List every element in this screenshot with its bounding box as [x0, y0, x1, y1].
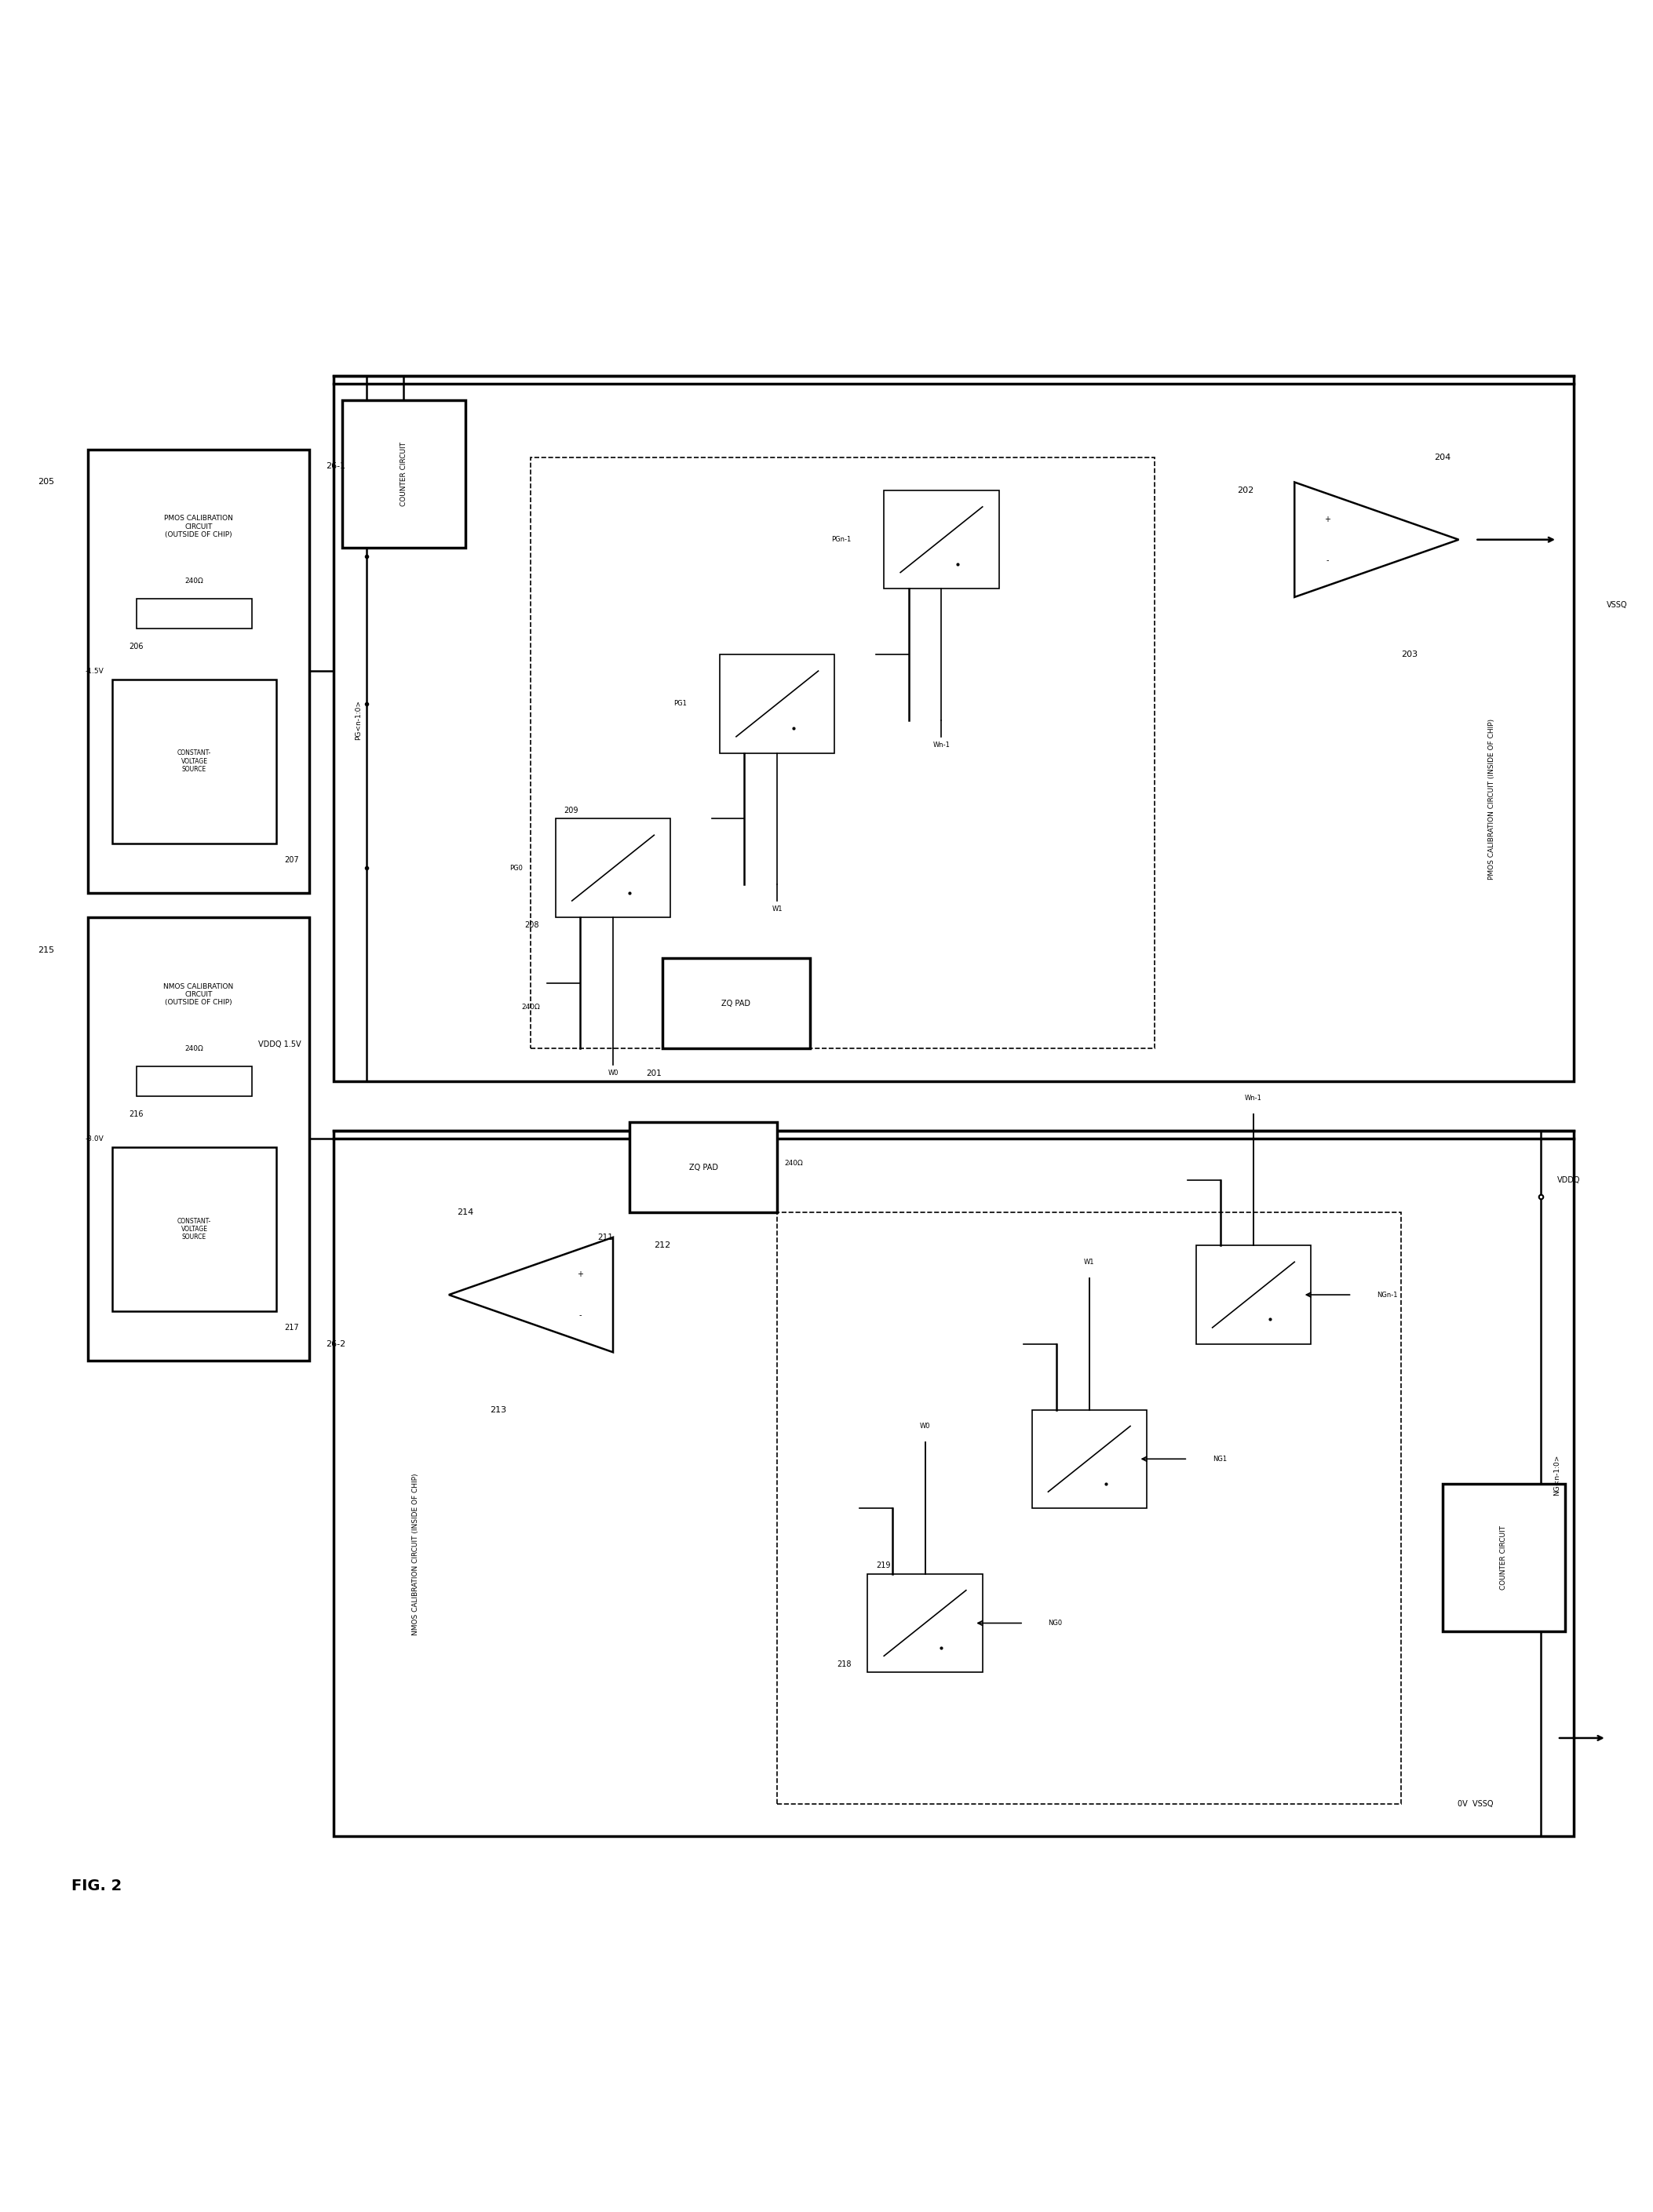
Text: +: +	[1324, 515, 1331, 522]
Bar	[1443, 1484, 1565, 1630]
Text: 204: 204	[1433, 453, 1451, 462]
Text: NG1: NG1	[1212, 1455, 1227, 1462]
Bar	[334, 1130, 1574, 1836]
Text: NG<n-1:0>: NG<n-1:0>	[1554, 1455, 1560, 1495]
Text: 0V  VSSQ: 0V VSSQ	[1458, 1801, 1493, 1807]
Bar	[88, 449, 309, 894]
Text: PG1: PG1	[674, 701, 688, 708]
Text: COUNTER CIRCUIT: COUNTER CIRCUIT	[1501, 1526, 1508, 1590]
Text: COUNTER CIRCUIT: COUNTER CIRCUIT	[400, 442, 407, 507]
Text: 219: 219	[876, 1562, 891, 1571]
Text: Wn-1: Wn-1	[1245, 1095, 1261, 1102]
Text: PMOS CALIBRATION CIRCUIT (INSIDE OF CHIP): PMOS CALIBRATION CIRCUIT (INSIDE OF CHIP…	[1488, 719, 1494, 880]
Text: VDDQ 1.5V: VDDQ 1.5V	[258, 1040, 301, 1048]
Text: CONSTANT-
VOLTAGE
SOURCE: CONSTANT- VOLTAGE SOURCE	[177, 750, 212, 772]
Text: ZQ PAD: ZQ PAD	[722, 1000, 750, 1006]
Text: 207: 207	[284, 856, 299, 863]
Text: 217: 217	[284, 1323, 299, 1332]
Bar	[137, 1066, 251, 1097]
Text: PMOS CALIBRATION
CIRCUIT
(OUTSIDE OF CHIP): PMOS CALIBRATION CIRCUIT (OUTSIDE OF CHI…	[164, 515, 233, 538]
Text: 213: 213	[489, 1407, 506, 1413]
Bar	[1197, 1245, 1311, 1345]
Text: 216: 216	[129, 1110, 144, 1117]
Bar	[884, 491, 998, 588]
Text: 202: 202	[1236, 487, 1253, 493]
Text: 240Ω: 240Ω	[522, 1004, 541, 1011]
Text: NG0: NG0	[1048, 1619, 1063, 1626]
Text: 211: 211	[597, 1234, 613, 1241]
Bar	[777, 1212, 1402, 1803]
Bar	[555, 818, 671, 918]
Bar	[342, 400, 464, 549]
Text: 26-2: 26-2	[326, 1340, 345, 1347]
Bar	[630, 1121, 777, 1212]
Text: W0: W0	[919, 1422, 931, 1429]
Text: NMOS CALIBRATION CIRCUIT (INSIDE OF CHIP): NMOS CALIBRATION CIRCUIT (INSIDE OF CHIP…	[413, 1473, 420, 1635]
Text: 206: 206	[129, 641, 144, 650]
Bar	[334, 376, 1574, 1082]
Bar	[137, 599, 251, 628]
Bar	[112, 679, 276, 843]
Text: 208: 208	[524, 922, 539, 929]
Text: NGn-1: NGn-1	[1377, 1292, 1397, 1298]
Text: -3.0V: -3.0V	[86, 1135, 104, 1141]
Text: 205: 205	[38, 478, 55, 487]
Text: -1.5V: -1.5V	[86, 668, 104, 675]
Text: VDDQ: VDDQ	[1557, 1177, 1580, 1183]
Text: 201: 201	[646, 1068, 661, 1077]
Text: 203: 203	[1402, 650, 1418, 659]
Text: W1: W1	[772, 905, 782, 914]
Polygon shape	[450, 1237, 613, 1352]
Bar	[868, 1575, 982, 1672]
Text: 212: 212	[655, 1241, 671, 1250]
Bar	[1031, 1409, 1147, 1509]
Text: -: -	[579, 1312, 582, 1318]
Text: 240Ω: 240Ω	[185, 1044, 203, 1053]
Bar	[112, 1148, 276, 1312]
Text: 240Ω: 240Ω	[185, 577, 203, 584]
Text: 26-1: 26-1	[326, 462, 345, 469]
Text: 214: 214	[456, 1208, 473, 1217]
Text: PGn-1: PGn-1	[831, 535, 851, 544]
Polygon shape	[1294, 482, 1458, 597]
Text: PG0: PG0	[509, 865, 522, 872]
Text: NMOS CALIBRATION
CIRCUIT
(OUTSIDE OF CHIP): NMOS CALIBRATION CIRCUIT (OUTSIDE OF CHI…	[164, 982, 233, 1006]
Text: 240Ω: 240Ω	[784, 1159, 803, 1168]
Text: -: -	[1326, 555, 1329, 564]
Text: PG<n-1:0>: PG<n-1:0>	[355, 701, 362, 741]
Bar	[663, 958, 810, 1048]
Text: +: +	[577, 1270, 584, 1279]
Text: ZQ PAD: ZQ PAD	[689, 1164, 717, 1172]
Text: 218: 218	[836, 1661, 851, 1668]
Text: W0: W0	[608, 1071, 618, 1077]
Bar	[88, 918, 309, 1360]
Text: 209: 209	[564, 807, 579, 814]
Bar	[531, 458, 1155, 1048]
Bar	[719, 655, 835, 752]
Text: W1: W1	[1084, 1259, 1094, 1265]
Text: Wn-1: Wn-1	[932, 741, 950, 748]
Text: CONSTANT-
VOLTAGE
SOURCE: CONSTANT- VOLTAGE SOURCE	[177, 1217, 212, 1241]
Text: 215: 215	[38, 947, 55, 953]
Text: VSSQ: VSSQ	[1607, 602, 1627, 608]
Text: FIG. 2: FIG. 2	[71, 1878, 122, 1893]
